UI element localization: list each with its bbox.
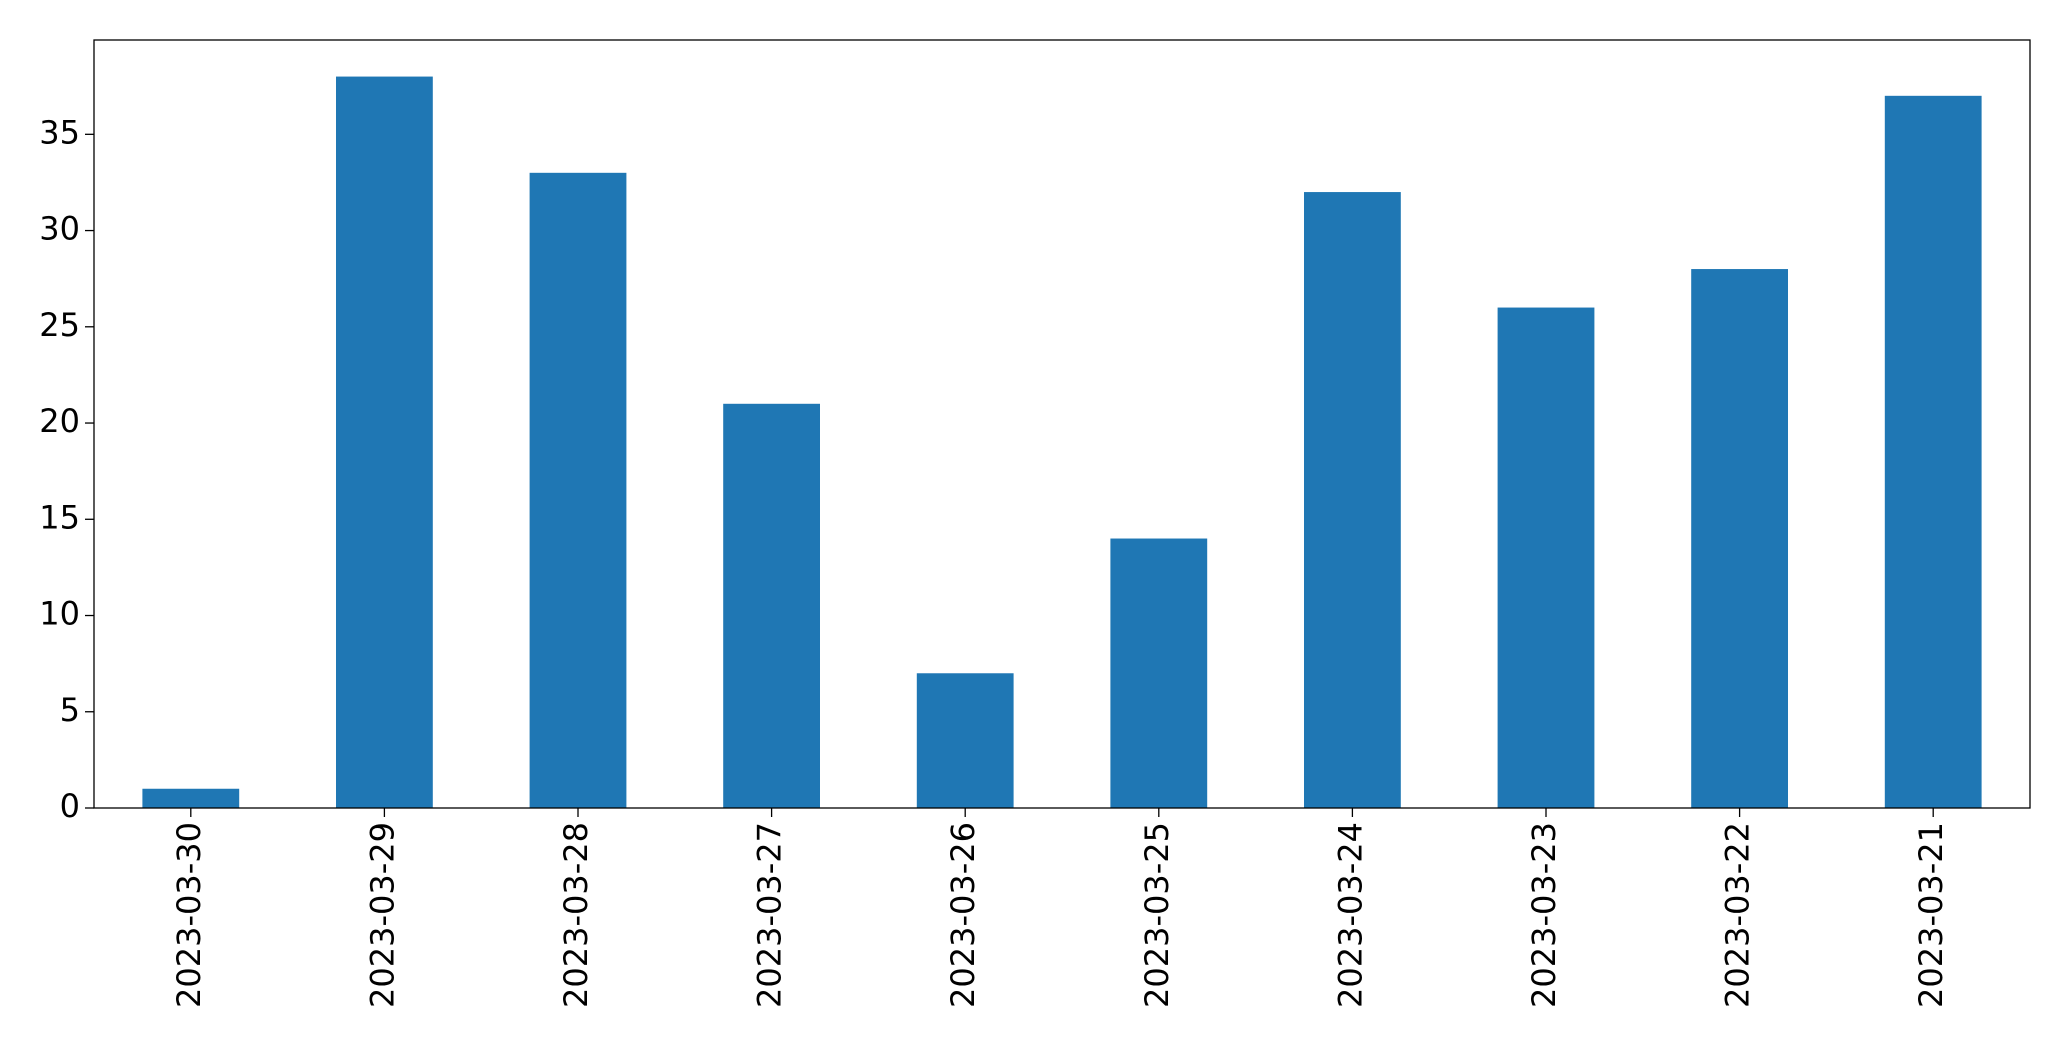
bar bbox=[529, 172, 627, 809]
y-tick-label: 30 bbox=[39, 210, 80, 248]
x-tick-label: 2023-03-30 bbox=[170, 822, 208, 1008]
x-tick-label: 2023-03-27 bbox=[751, 822, 789, 1008]
bar bbox=[142, 788, 240, 808]
y-tick-label: 35 bbox=[39, 113, 80, 151]
bar bbox=[1884, 95, 1982, 808]
x-tick-label: 2023-03-29 bbox=[363, 822, 401, 1008]
bar bbox=[916, 673, 1014, 808]
bar bbox=[1497, 307, 1595, 808]
y-tick-label: 20 bbox=[39, 402, 80, 440]
bar bbox=[723, 403, 820, 808]
bar bbox=[336, 76, 433, 809]
x-tick-label: 2023-03-28 bbox=[557, 822, 595, 1008]
y-tick-label: 0 bbox=[60, 787, 80, 825]
x-tick-label: 2023-03-23 bbox=[1525, 822, 1563, 1008]
y-tick-label: 10 bbox=[39, 595, 80, 633]
bar bbox=[1691, 269, 1788, 809]
x-tick-label: 2023-03-24 bbox=[1331, 822, 1369, 1008]
bar bbox=[1304, 192, 1401, 808]
y-tick-label: 25 bbox=[39, 306, 80, 344]
plot-frame bbox=[93, 39, 2031, 809]
x-tick-label: 2023-03-25 bbox=[1138, 822, 1176, 1008]
x-tick-label: 2023-03-21 bbox=[1912, 822, 1950, 1008]
x-tick-label: 2023-03-26 bbox=[944, 822, 982, 1008]
x-tick-label: 2023-03-22 bbox=[1719, 822, 1757, 1008]
y-tick-label: 15 bbox=[39, 498, 80, 536]
y-tick-label: 5 bbox=[60, 691, 80, 729]
bar bbox=[1110, 538, 1208, 808]
